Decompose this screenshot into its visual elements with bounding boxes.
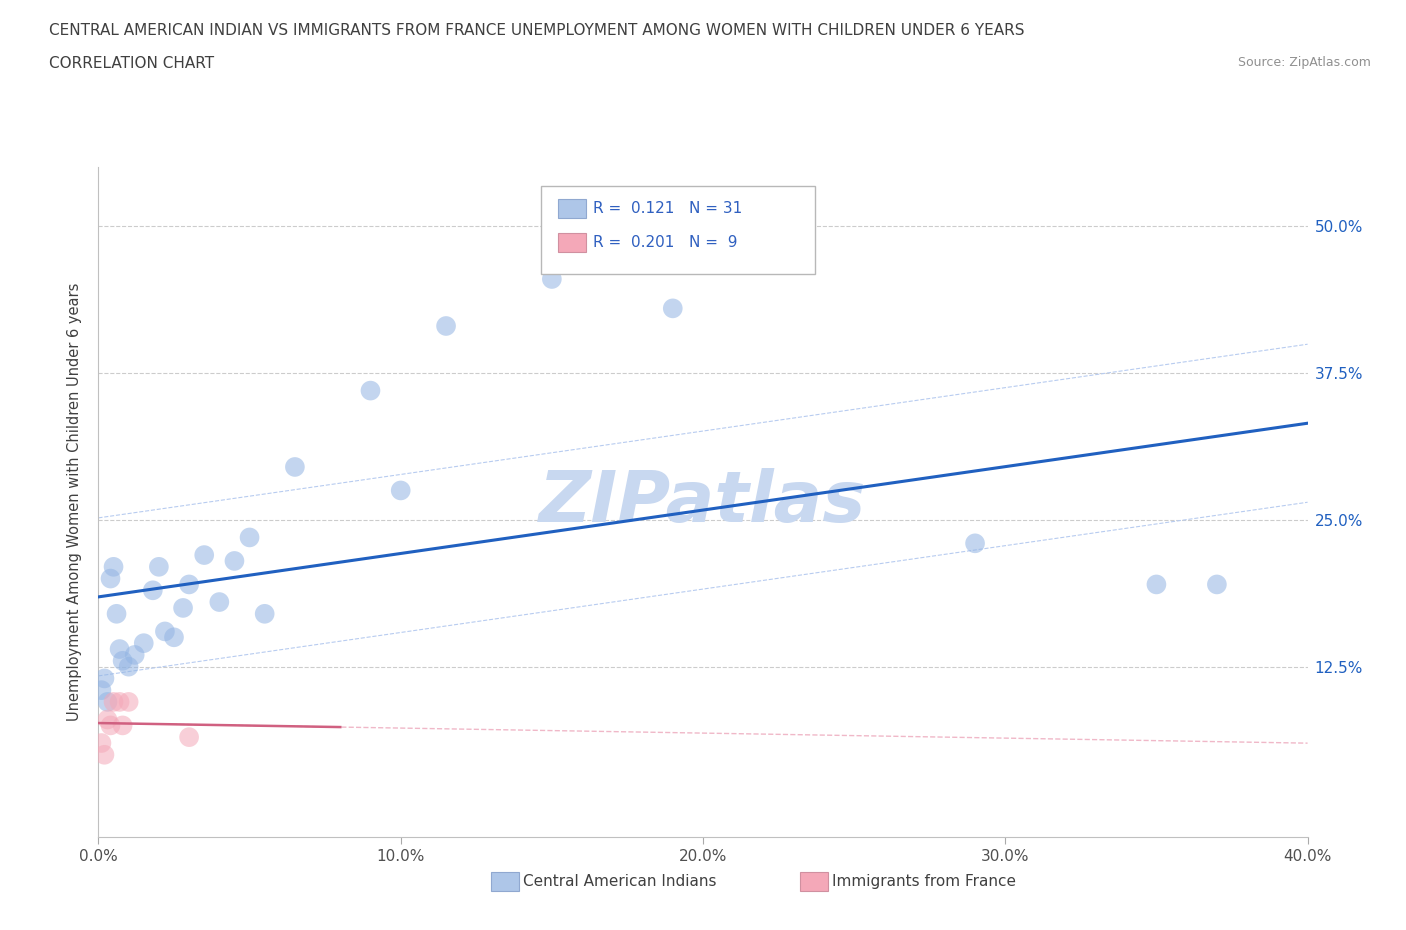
Text: Immigrants from France: Immigrants from France [832,874,1017,889]
Point [118,695,141,710]
Point [111,718,134,733]
Point [108,642,131,657]
Point [105,606,128,621]
Point [965,536,987,551]
Point [93,748,115,763]
Point [118,659,141,674]
Point [208,594,231,609]
Text: R =  0.201   N =  9: R = 0.201 N = 9 [593,235,738,250]
Text: Central American Indians: Central American Indians [523,874,717,889]
Point [224,553,246,568]
Point [100,718,122,733]
Point [193,548,215,563]
Point [124,647,146,662]
Point [179,730,201,745]
Point [103,559,125,574]
Point [179,577,201,591]
Point [100,571,122,586]
Point [93,671,115,685]
Point [662,301,685,316]
Text: ZIPatlas: ZIPatlas [540,468,866,537]
Point [163,630,186,644]
Text: Source: ZipAtlas.com: Source: ZipAtlas.com [1237,56,1371,69]
Point [540,272,562,286]
Point [153,624,176,639]
Y-axis label: Unemployment Among Women with Children Under 6 years: Unemployment Among Women with Children U… [67,283,83,722]
Point [360,383,382,398]
Text: CENTRAL AMERICAN INDIAN VS IMMIGRANTS FROM FRANCE UNEMPLOYMENT AMONG WOMEN WITH : CENTRAL AMERICAN INDIAN VS IMMIGRANTS FR… [49,23,1025,38]
Point [90,736,112,751]
Point [142,583,165,598]
Text: R =  0.121   N = 31: R = 0.121 N = 31 [593,201,742,216]
Point [148,559,170,574]
Point [389,483,412,498]
Point [239,530,262,545]
Point [90,683,112,698]
Point [172,601,194,616]
Point [132,636,155,651]
Point [103,695,125,710]
Point [284,459,307,474]
Point [96,712,118,727]
Point [111,654,134,669]
Point [108,695,131,710]
Point [1144,577,1167,591]
Point [96,695,118,710]
Text: CORRELATION CHART: CORRELATION CHART [49,56,214,71]
Point [434,319,457,334]
Point [1206,577,1229,591]
Point [253,606,276,621]
